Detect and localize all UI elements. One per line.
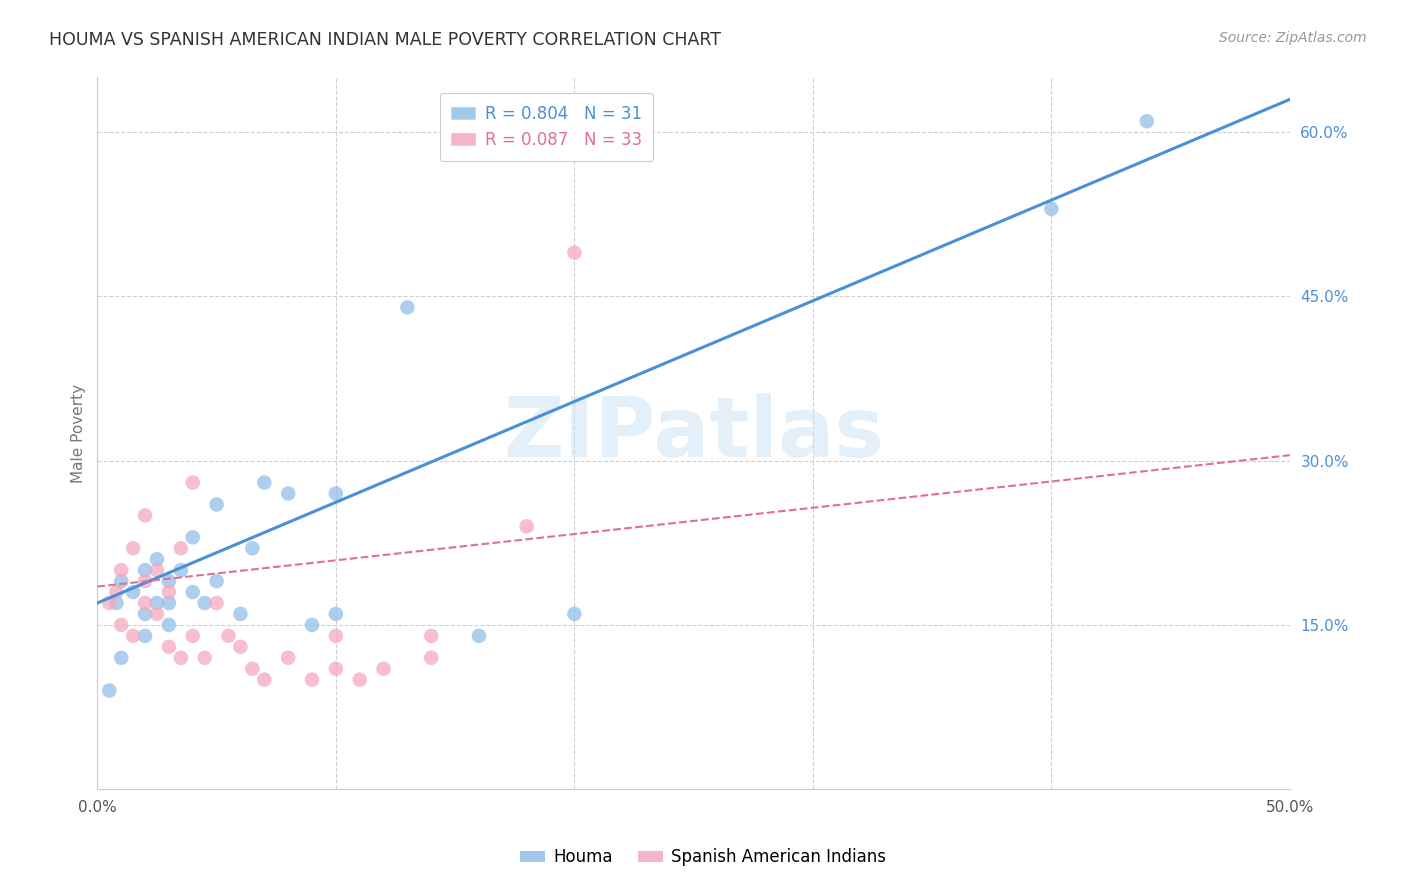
Point <box>205 574 228 588</box>
Point <box>564 607 586 621</box>
Point <box>181 530 204 544</box>
Point <box>468 629 491 643</box>
Point <box>122 585 145 599</box>
Point <box>146 552 169 566</box>
Point <box>134 629 156 643</box>
Point <box>157 596 180 610</box>
Point <box>373 662 395 676</box>
Point <box>157 618 180 632</box>
Point <box>253 475 276 490</box>
Point <box>134 508 156 523</box>
Legend: R = 0.804   N = 31, R = 0.087   N = 33: R = 0.804 N = 31, R = 0.087 N = 33 <box>440 93 654 161</box>
Point <box>110 563 132 577</box>
Point <box>325 486 347 500</box>
Point <box>98 596 121 610</box>
Y-axis label: Male Poverty: Male Poverty <box>72 384 86 483</box>
Point <box>98 683 121 698</box>
Point <box>181 629 204 643</box>
Point <box>242 541 264 556</box>
Point <box>229 640 252 654</box>
Point <box>325 607 347 621</box>
Point <box>170 650 193 665</box>
Point <box>134 596 156 610</box>
Legend: Houma, Spanish American Indians: Houma, Spanish American Indians <box>513 842 893 873</box>
Point <box>205 498 228 512</box>
Point <box>253 673 276 687</box>
Point <box>516 519 538 533</box>
Point <box>564 245 586 260</box>
Point <box>105 596 128 610</box>
Point <box>1136 114 1159 128</box>
Point <box>277 650 299 665</box>
Point <box>134 563 156 577</box>
Point <box>170 541 193 556</box>
Point <box>194 596 217 610</box>
Point <box>218 629 240 643</box>
Point <box>301 618 323 632</box>
Point <box>134 607 156 621</box>
Point <box>396 301 419 315</box>
Point <box>105 585 128 599</box>
Point <box>229 607 252 621</box>
Point <box>277 486 299 500</box>
Point <box>205 596 228 610</box>
Point <box>146 596 169 610</box>
Point <box>242 662 264 676</box>
Point <box>325 629 347 643</box>
Point <box>157 585 180 599</box>
Text: Source: ZipAtlas.com: Source: ZipAtlas.com <box>1219 31 1367 45</box>
Point <box>122 541 145 556</box>
Point <box>146 563 169 577</box>
Point <box>181 585 204 599</box>
Point <box>157 640 180 654</box>
Point <box>420 650 443 665</box>
Point <box>170 563 193 577</box>
Point <box>325 662 347 676</box>
Point <box>420 629 443 643</box>
Point <box>134 574 156 588</box>
Point <box>181 475 204 490</box>
Text: HOUMA VS SPANISH AMERICAN INDIAN MALE POVERTY CORRELATION CHART: HOUMA VS SPANISH AMERICAN INDIAN MALE PO… <box>49 31 721 49</box>
Point <box>110 650 132 665</box>
Point <box>157 574 180 588</box>
Point <box>110 574 132 588</box>
Point <box>301 673 323 687</box>
Point <box>146 607 169 621</box>
Point <box>349 673 371 687</box>
Point <box>122 629 145 643</box>
Point <box>110 618 132 632</box>
Point <box>1040 202 1063 216</box>
Text: ZIPatlas: ZIPatlas <box>503 392 884 474</box>
Point <box>194 650 217 665</box>
